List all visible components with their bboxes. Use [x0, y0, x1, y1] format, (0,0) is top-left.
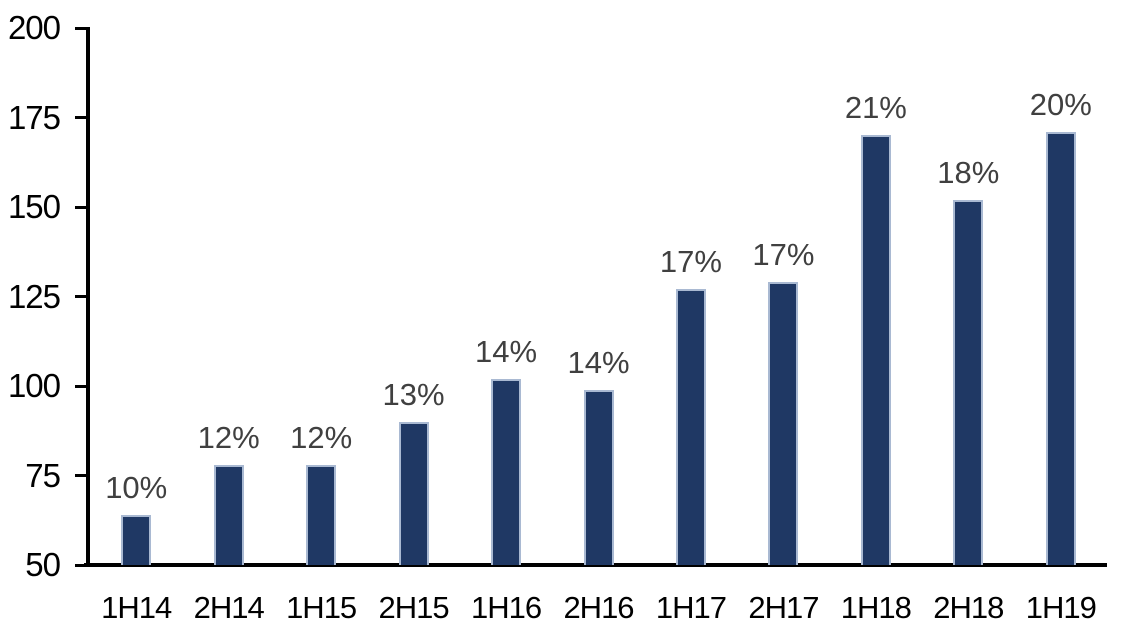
bar — [768, 282, 799, 565]
bar — [953, 199, 984, 565]
y-axis-tick — [75, 563, 90, 567]
x-axis-category-label: 2H18 — [933, 590, 1004, 625]
x-axis-category-label: 1H19 — [1025, 590, 1097, 625]
bar — [1045, 131, 1076, 565]
x-axis-category-label: 2H14 — [193, 590, 265, 625]
bar — [860, 135, 891, 565]
bar-data-label: 12% — [197, 419, 260, 455]
x-axis-category-label: 2H16 — [563, 590, 634, 625]
bar — [121, 514, 152, 565]
bar — [675, 289, 706, 565]
bar-data-label: 20% — [1029, 86, 1092, 122]
x-axis-category-label: 2H17 — [748, 590, 819, 625]
x-axis-line — [84, 563, 1107, 567]
x-axis-category-label: 1H15 — [286, 590, 357, 625]
bar-data-label: 12% — [290, 419, 353, 455]
bar-data-label: 17% — [659, 244, 722, 280]
y-axis-tick-label: 75 — [25, 456, 61, 494]
x-axis-category-label: 1H16 — [470, 590, 542, 625]
bar-data-label: 17% — [752, 237, 815, 273]
x-axis-category-label: 1H14 — [101, 590, 172, 625]
y-axis-tick-label: 200 — [7, 9, 61, 46]
bar — [398, 421, 429, 565]
y-axis-tick — [75, 26, 90, 30]
x-axis-category-label: 1H18 — [840, 590, 912, 625]
bar-data-label: 14% — [567, 344, 630, 380]
y-axis-tick — [75, 116, 90, 119]
bar-data-label: 21% — [844, 90, 907, 126]
bar — [583, 389, 614, 565]
bar-data-label: 13% — [382, 376, 445, 412]
bar-data-label: 10% — [105, 469, 168, 505]
y-axis-tick — [75, 295, 90, 298]
y-axis-tick-label: 125 — [7, 277, 61, 315]
bar — [306, 464, 337, 565]
y-axis-tick — [75, 384, 90, 388]
x-axis-category-label: 1H17 — [655, 590, 727, 625]
y-axis-tick-label: 175 — [7, 98, 61, 136]
bar-data-label: 14% — [475, 333, 538, 369]
y-axis-tick-label: 150 — [7, 188, 61, 225]
x-axis-category-label: 2H15 — [378, 590, 450, 625]
bar — [213, 464, 244, 565]
bar-data-label: 18% — [937, 154, 1000, 190]
y-axis-tick-label: 50 — [25, 546, 61, 583]
y-axis-tick — [75, 474, 90, 477]
y-axis-tick — [75, 205, 90, 209]
y-axis-tick-label: 100 — [7, 367, 61, 404]
bar — [491, 378, 522, 565]
